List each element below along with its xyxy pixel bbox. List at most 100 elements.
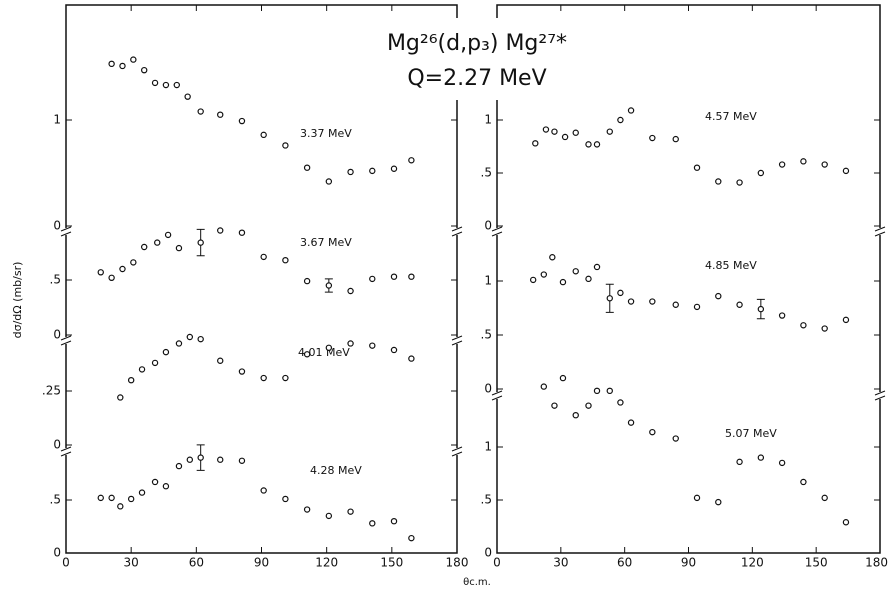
data-point xyxy=(164,231,172,239)
axis-break xyxy=(491,231,503,237)
data-point xyxy=(529,276,537,284)
y-tick-label: .5 xyxy=(481,493,492,507)
y-tick-label: 1 xyxy=(484,113,492,127)
data-point xyxy=(408,355,415,362)
x-tick-label: 30 xyxy=(124,556,139,570)
data-point xyxy=(217,227,224,234)
data-point xyxy=(757,454,765,461)
data-point xyxy=(672,301,679,308)
data-point xyxy=(390,518,398,525)
data-point xyxy=(127,495,135,503)
data-point xyxy=(540,383,548,390)
y-tick-label: 0 xyxy=(484,382,492,396)
data-point xyxy=(97,494,104,502)
data-point xyxy=(390,165,398,172)
data-point xyxy=(842,167,850,175)
data-point xyxy=(186,456,194,463)
data-point xyxy=(672,135,679,143)
data-point xyxy=(238,457,246,464)
y-tick-label: .5 xyxy=(481,166,492,180)
data-point xyxy=(140,243,148,251)
axis-break xyxy=(60,231,72,237)
axis-break xyxy=(451,451,463,457)
data-point xyxy=(551,402,558,409)
data-point xyxy=(260,374,267,382)
y-tick-label: 0 xyxy=(484,219,492,233)
data-point xyxy=(572,412,579,419)
chart-subtitle: Q=2.27 MeV xyxy=(407,66,546,91)
axis-break xyxy=(60,340,72,346)
data-point xyxy=(369,275,376,283)
axis-break xyxy=(876,228,884,235)
data-point xyxy=(325,282,333,289)
series-label: 3.67 MeV xyxy=(300,236,352,249)
x-tick-label: 90 xyxy=(254,556,269,570)
title-backdrop xyxy=(385,18,575,100)
data-point xyxy=(175,462,183,470)
series-label: 4.57 MeV xyxy=(705,110,757,123)
data-point xyxy=(842,316,850,324)
axis-break xyxy=(62,228,70,235)
data-point xyxy=(347,508,354,515)
data-point xyxy=(127,377,135,384)
data-point xyxy=(186,333,194,341)
data-point xyxy=(627,298,635,305)
y-tick-label: 0 xyxy=(53,328,61,342)
x-tick-label: 150 xyxy=(805,556,828,570)
axis-break xyxy=(453,228,461,235)
data-point xyxy=(736,179,743,186)
data-point xyxy=(151,79,159,87)
y-tick-label: .5 xyxy=(50,493,61,507)
data-point xyxy=(390,346,398,354)
data-point xyxy=(175,340,183,347)
data-point xyxy=(736,301,743,308)
data-point xyxy=(585,402,592,409)
y-tick-label: 0 xyxy=(484,546,492,560)
x-tick-label: 150 xyxy=(380,556,403,570)
axis-break xyxy=(62,448,70,455)
data-point xyxy=(282,495,289,503)
data-point xyxy=(585,141,592,148)
data-point xyxy=(138,489,146,496)
x-tick-label: 120 xyxy=(315,556,338,570)
data-point xyxy=(108,274,115,281)
data-point xyxy=(260,487,267,494)
data-point xyxy=(390,273,398,280)
data-point xyxy=(572,268,579,275)
axis-break xyxy=(60,446,72,452)
data-point xyxy=(151,359,159,367)
data-point xyxy=(162,81,170,89)
axis-break xyxy=(451,340,463,346)
data-point xyxy=(217,111,224,118)
data-point xyxy=(347,168,354,176)
data-point xyxy=(369,520,376,527)
data-point xyxy=(649,298,656,305)
axis-break xyxy=(60,226,72,232)
data-point xyxy=(282,142,289,149)
data-point xyxy=(800,158,807,165)
y-tick-label: 1 xyxy=(484,274,492,288)
data-point xyxy=(408,534,415,542)
axis-break xyxy=(60,335,72,341)
axis-break xyxy=(491,226,503,232)
series-label: 5.07 MeV xyxy=(725,427,777,440)
data-point xyxy=(627,419,635,426)
data-point xyxy=(559,278,567,286)
data-point xyxy=(260,253,267,261)
data-point xyxy=(325,178,333,185)
axis-break xyxy=(453,337,461,344)
data-point xyxy=(184,93,191,100)
x-tick-label: 30 xyxy=(553,556,568,570)
data-point xyxy=(757,169,765,177)
data-point xyxy=(119,62,126,70)
y-tick-label: .5 xyxy=(50,273,61,287)
x-tick-label: 180 xyxy=(446,556,469,570)
data-point xyxy=(693,303,701,311)
data-point xyxy=(778,312,786,319)
data-point xyxy=(138,366,146,373)
data-point xyxy=(162,348,170,356)
data-point xyxy=(197,335,204,343)
data-point xyxy=(260,131,267,139)
data-point xyxy=(119,265,126,273)
